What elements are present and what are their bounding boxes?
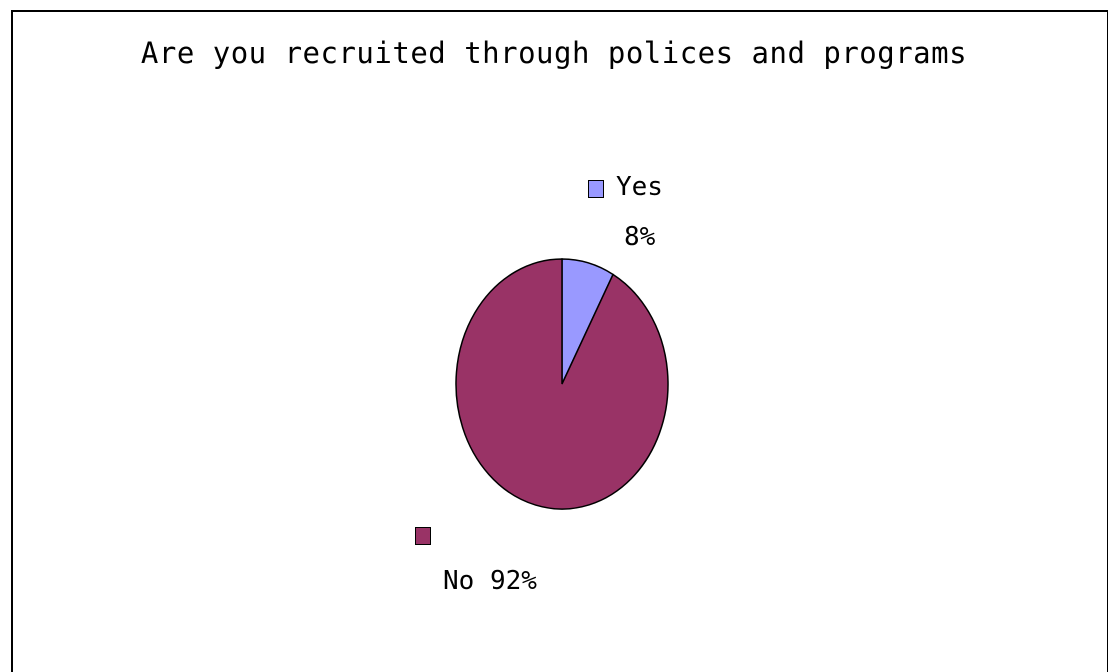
chart-title: Are you recruited through polices and pr… [140, 36, 968, 70]
label-yes-name: Yes [616, 172, 663, 202]
label-no-percent: 92% [489, 566, 537, 596]
label-yes-percent: 8% [624, 222, 656, 252]
legend-swatch-yes [588, 180, 604, 198]
pie-slice-no [455, 258, 669, 510]
legend-swatch-no [415, 527, 431, 545]
label-no: No 92% [443, 566, 537, 596]
label-no-name: No [443, 566, 475, 596]
